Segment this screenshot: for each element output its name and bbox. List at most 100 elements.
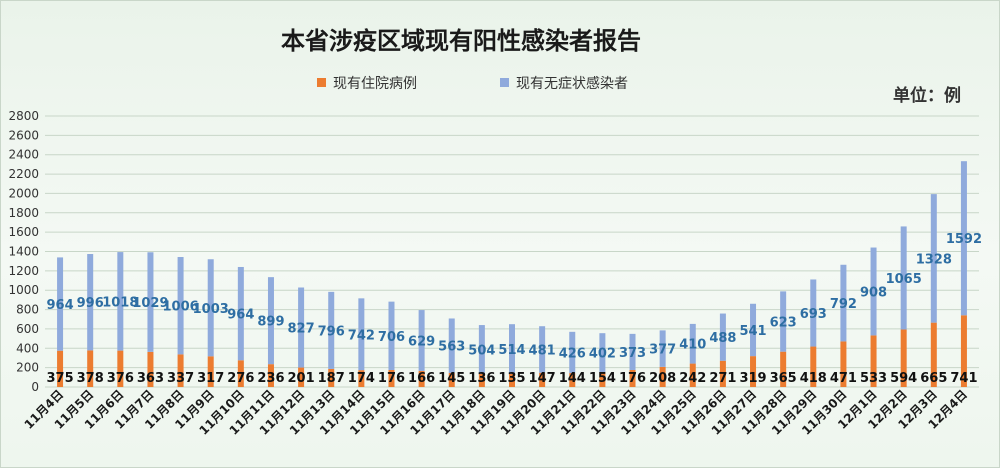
bar-hospitalized bbox=[147, 351, 154, 387]
bar-hospitalized bbox=[328, 368, 335, 387]
chart-title: 本省涉疫区域现有阳性感染者报告 bbox=[281, 27, 641, 55]
bar-asymptomatic bbox=[900, 226, 907, 330]
bar-asymptomatic bbox=[298, 287, 305, 368]
data-label-hospitalized: 418 bbox=[800, 371, 827, 386]
data-label-asymptomatic: 1328 bbox=[916, 252, 952, 267]
data-labels: 375 964 378 996 376 1018 363 1029 337 1006 317 1003… bbox=[46, 232, 982, 386]
bar-asymptomatic bbox=[147, 252, 154, 352]
bar-asymptomatic bbox=[57, 257, 64, 351]
data-label-hospitalized: 376 bbox=[107, 371, 134, 386]
data-label-hospitalized: 187 bbox=[318, 371, 345, 386]
bar-asymptomatic bbox=[328, 291, 335, 369]
bar-hospitalized bbox=[810, 346, 817, 387]
data-label-asymptomatic: 504 bbox=[468, 343, 495, 358]
data-label-asymptomatic: 629 bbox=[408, 334, 435, 349]
bar-hospitalized bbox=[960, 315, 967, 387]
data-label-asymptomatic: 706 bbox=[378, 330, 405, 345]
data-label-hospitalized: 594 bbox=[890, 371, 917, 386]
data-label-hospitalized: 271 bbox=[709, 371, 736, 386]
bar-hospitalized bbox=[930, 322, 937, 387]
bar-hospitalized bbox=[569, 373, 576, 387]
data-label-asymptomatic: 426 bbox=[559, 346, 586, 361]
data-label-hospitalized: 154 bbox=[589, 371, 616, 386]
bar-hospitalized bbox=[478, 373, 485, 387]
y-tick-label: 2800 bbox=[8, 109, 39, 123]
data-label-hospitalized: 147 bbox=[529, 371, 556, 386]
data-label-hospitalized: 144 bbox=[559, 371, 586, 386]
data-label-asymptomatic: 796 bbox=[318, 324, 345, 339]
y-tick-label: 800 bbox=[16, 303, 39, 317]
legend-label-hospitalized: 现有住院病例 bbox=[333, 76, 417, 92]
bar-asymptomatic bbox=[870, 247, 877, 336]
data-label-hospitalized: 665 bbox=[920, 371, 947, 386]
bar-hospitalized bbox=[900, 329, 907, 387]
bar-hospitalized bbox=[388, 369, 395, 387]
bar-asymptomatic bbox=[207, 259, 214, 357]
bar-asymptomatic bbox=[388, 301, 395, 370]
data-label-asymptomatic: 1029 bbox=[132, 296, 168, 311]
bar-hospitalized bbox=[87, 350, 94, 387]
data-label-hospitalized: 135 bbox=[498, 371, 525, 386]
bar-hospitalized bbox=[57, 350, 64, 387]
y-axis-ticks: 0 200 400 600 800 1000 1200 1400 1600 1800 2000 220… bbox=[8, 109, 39, 394]
data-label-hospitalized: 208 bbox=[649, 371, 676, 386]
data-label-hospitalized: 145 bbox=[438, 371, 465, 386]
data-label-hospitalized: 317 bbox=[197, 371, 224, 386]
data-label-hospitalized: 236 bbox=[257, 371, 284, 386]
data-label-asymptomatic: 996 bbox=[77, 296, 104, 311]
bar-asymptomatic bbox=[237, 266, 244, 361]
y-tick-label: 400 bbox=[16, 341, 39, 355]
data-label-asymptomatic: 1003 bbox=[193, 302, 229, 317]
bar-asymptomatic bbox=[840, 264, 847, 342]
y-tick-label: 2400 bbox=[8, 148, 39, 162]
bar-asymptomatic bbox=[750, 303, 757, 357]
y-tick-label: 200 bbox=[16, 361, 39, 375]
bars bbox=[57, 161, 967, 387]
data-label-hospitalized: 533 bbox=[860, 371, 887, 386]
bar-asymptomatic bbox=[509, 324, 515, 374]
bar-hospitalized bbox=[358, 370, 365, 387]
y-tick-label: 0 bbox=[31, 380, 39, 394]
data-label-asymptomatic: 623 bbox=[770, 316, 797, 331]
data-label-asymptomatic: 964 bbox=[227, 308, 254, 323]
data-label-hospitalized: 319 bbox=[739, 371, 766, 386]
y-tick-label: 1400 bbox=[8, 245, 39, 259]
data-label-hospitalized: 741 bbox=[950, 371, 977, 386]
bar-asymptomatic bbox=[960, 161, 967, 316]
data-label-hospitalized: 471 bbox=[830, 371, 857, 386]
bar-asymptomatic bbox=[810, 279, 817, 347]
y-tick-label: 1200 bbox=[8, 264, 39, 278]
bar-asymptomatic bbox=[358, 298, 365, 371]
y-tick-label: 2200 bbox=[8, 167, 39, 181]
bar-hospitalized bbox=[237, 360, 244, 387]
y-tick-label: 1000 bbox=[8, 283, 39, 297]
data-label-asymptomatic: 373 bbox=[619, 346, 646, 361]
data-label-hospitalized: 375 bbox=[46, 371, 73, 386]
bar-hospitalized bbox=[117, 350, 124, 387]
data-label-hospitalized: 174 bbox=[348, 371, 375, 386]
data-label-asymptomatic: 827 bbox=[288, 322, 315, 337]
bar-hospitalized bbox=[780, 351, 787, 387]
data-label-hospitalized: 337 bbox=[167, 371, 194, 386]
data-label-asymptomatic: 377 bbox=[649, 343, 676, 358]
bar-hospitalized bbox=[870, 335, 877, 387]
bar-hospitalized bbox=[177, 354, 184, 387]
bar-asymptomatic bbox=[599, 333, 606, 373]
bar-asymptomatic bbox=[659, 330, 666, 367]
bar-hospitalized bbox=[629, 369, 636, 387]
x-axis-ticks: 11月4日11月5日11月6日11月7日11月8日11月9日11月10日11月1… bbox=[22, 387, 970, 437]
data-label-asymptomatic: 488 bbox=[709, 331, 736, 346]
data-label-hospitalized: 176 bbox=[378, 371, 405, 386]
bar-hospitalized bbox=[719, 360, 726, 387]
legend-label-asymptomatic: 现有无症状感染者 bbox=[516, 75, 628, 92]
data-label-asymptomatic: 792 bbox=[830, 297, 857, 312]
y-tick-label: 600 bbox=[16, 322, 39, 336]
bar-asymptomatic bbox=[539, 326, 546, 373]
data-label-asymptomatic: 514 bbox=[498, 343, 525, 358]
data-label-asymptomatic: 1065 bbox=[886, 272, 922, 287]
data-label-asymptomatic: 693 bbox=[800, 307, 827, 322]
data-label-hospitalized: 378 bbox=[77, 371, 104, 386]
bar-asymptomatic bbox=[418, 310, 425, 371]
data-label-hospitalized: 136 bbox=[468, 371, 495, 386]
